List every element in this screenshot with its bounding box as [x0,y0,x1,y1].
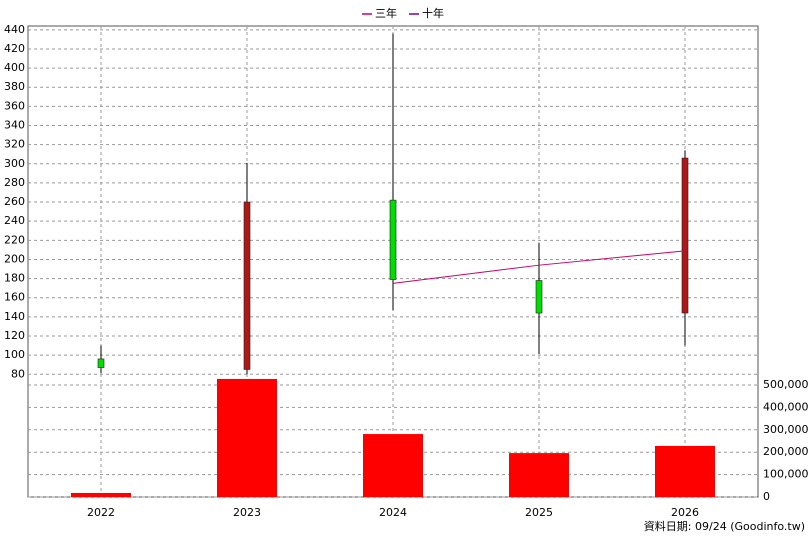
y-tick-label: 160 [4,291,25,304]
candle-body [97,358,105,368]
y-tick-label: 380 [4,80,25,93]
x-tick-label: 2023 [233,506,261,519]
y-tick-label: 360 [4,99,25,112]
legend-label: 十年 [422,6,444,20]
x-tick-label: 2024 [379,506,407,519]
candle-body [243,201,251,370]
x-tick-label: 2026 [671,506,699,519]
candle-body [535,280,543,314]
y2-tick-label: 200,000 [763,445,808,458]
y-tick-label: 320 [4,138,25,151]
y-tick-label: 220 [4,233,25,246]
y2-tick-label: 100,000 [763,468,808,481]
volume-bar [509,453,569,497]
x-tick-label: 2025 [525,506,553,519]
average-line [392,250,686,284]
y-tick-label: 420 [4,42,25,55]
y-tick-label: 440 [4,23,25,36]
y-tick-label: 140 [4,310,25,323]
y-tick-label: 180 [4,272,25,285]
x-tick-label: 2022 [87,506,115,519]
y-tick-label: 300 [4,157,25,170]
y-tick-label: 120 [4,329,25,342]
y-tick-label: 280 [4,176,25,189]
y-tick-label: 400 [4,61,25,74]
y-tick-label: 200 [4,252,25,265]
y-tick-label: 100 [4,348,25,361]
source-note: 資料日期: 09/24 (Goodinfo.tw) [644,519,805,533]
y2-tick-label: 500,000 [763,378,808,391]
candle-body [681,157,689,314]
y2-tick-label: 300,000 [763,423,808,436]
y-tick-label: 340 [4,119,25,132]
y2-tick-label: 400,000 [763,400,808,413]
volume-bar [217,378,277,497]
candle-body [389,199,397,280]
y-tick-label: 260 [4,195,25,208]
volume-bar [71,492,131,497]
volume-bar [655,445,715,497]
legend-label: 三年 [375,6,397,20]
y-tick-label: 80 [11,367,25,380]
y2-tick-label: 0 [763,490,770,503]
volume-bar [363,434,423,497]
y-tick-label: 240 [4,214,25,227]
